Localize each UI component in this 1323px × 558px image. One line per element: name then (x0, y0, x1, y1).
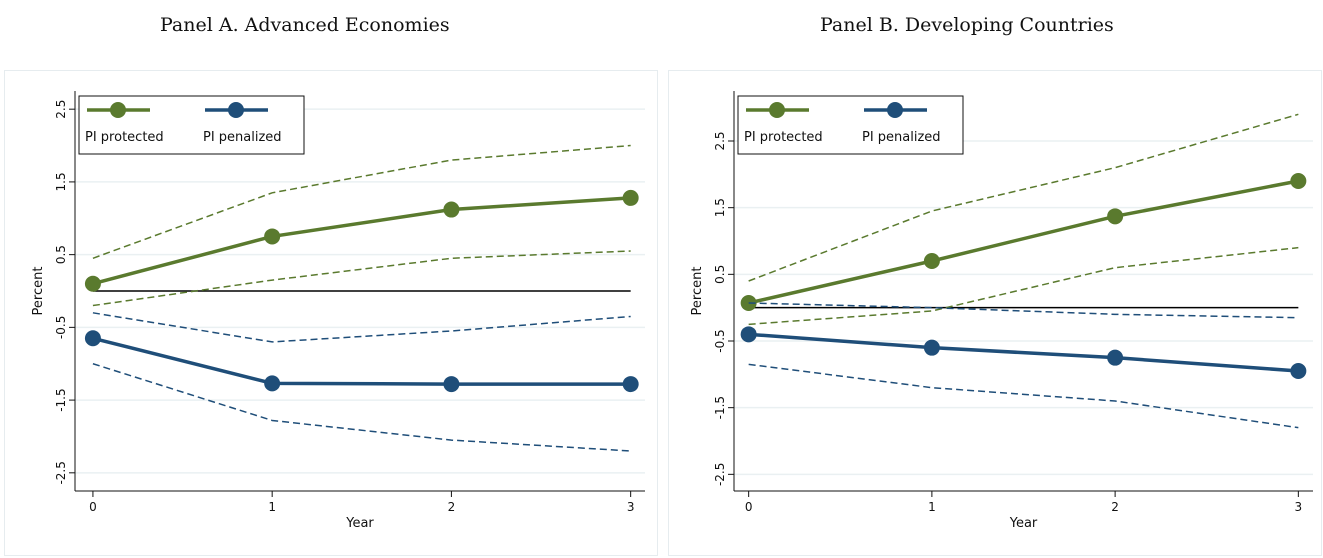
penalized-point (264, 375, 281, 392)
protected-point (622, 189, 639, 206)
y-tick-label: 1.5 (54, 172, 68, 191)
protected-point (1107, 208, 1124, 225)
y-tick-label: 0.5 (713, 265, 727, 284)
y-tick-label: 0.5 (54, 245, 68, 264)
penalized-point (622, 376, 639, 393)
x-tick-label: 0 (745, 500, 753, 514)
y-tick-label: 2.5 (54, 100, 68, 119)
penalized-upper-ci-line (748, 302, 1299, 319)
y-axis-title: Percent (690, 267, 705, 316)
x-tick-label: 3 (1295, 500, 1303, 514)
protected-lower-ci-line (92, 250, 631, 307)
protected-lower-ci-line (748, 246, 1299, 326)
y-tick-label: 1.5 (713, 198, 727, 217)
x-tick-label: 1 (268, 500, 276, 514)
y-tick-label: -1.5 (713, 396, 727, 419)
y-tick-label: -0.5 (713, 329, 727, 352)
penalized-point (740, 326, 757, 343)
protected-series-line (748, 179, 1299, 305)
legend: PI protected PI penalized (78, 95, 305, 155)
protected-point (84, 275, 101, 292)
legend-protected-label: PI protected (85, 130, 164, 145)
legend-penalized-label: PI penalized (862, 130, 941, 145)
panel-b-svg: 2.5 1.5 0.5 -0.5 -1.5 -2.5 0 1 2 3 Year Percent PI p… (690, 91, 1313, 531)
panel-a-chart: 2.5 1.5 0.5 -0.5 -1.5 -2.5 0 1 2 3 Year Percent PI p… (4, 70, 658, 556)
y-tick-label: -2.5 (54, 461, 68, 484)
x-tick-label: 2 (448, 500, 456, 514)
legend-protected-label: PI protected (744, 130, 823, 145)
panel-a-svg: 2.5 1.5 0.5 -0.5 -1.5 -2.5 0 1 2 3 Year Percent PI p… (31, 91, 645, 531)
y-axis-title: Percent (31, 267, 46, 316)
legend-penalized-marker (228, 102, 244, 118)
x-tick-label: 0 (89, 500, 97, 514)
protected-point (923, 253, 940, 269)
legend: PI protected PI penalized (737, 95, 964, 155)
legend-penalized-marker (887, 102, 903, 118)
penalized-point (443, 376, 460, 393)
y-tick-label: -2.5 (713, 463, 727, 486)
penalized-point (923, 339, 940, 356)
y-tick-label: -1.5 (54, 388, 68, 411)
protected-point (1290, 173, 1307, 189)
legend-protected-marker (110, 102, 126, 118)
legend-protected-marker (769, 102, 785, 118)
protected-series-line (92, 196, 631, 286)
penalized-lower-ci-line (748, 363, 1299, 429)
x-axis-title: Year (1009, 516, 1038, 531)
protected-point (264, 228, 281, 245)
panel-a-title: Panel A. Advanced Economies (160, 14, 450, 36)
penalized-point (84, 330, 101, 347)
penalized-series-line (92, 336, 631, 386)
panel-b-chart: 2.5 1.5 0.5 -0.5 -1.5 -2.5 0 1 2 3 Year Percent PI p… (668, 70, 1322, 556)
penalized-lower-ci-line (92, 363, 631, 452)
protected-point (443, 201, 460, 218)
penalized-series-line (748, 332, 1299, 373)
y-tick-label: -0.5 (54, 316, 68, 339)
x-tick-label: 1 (928, 500, 936, 514)
protected-point (740, 295, 757, 311)
x-tick-label: 3 (627, 500, 635, 514)
panel-b-title: Panel B. Developing Countries (820, 14, 1114, 36)
penalized-upper-ci-line (92, 312, 631, 343)
x-tick-label: 2 (1111, 500, 1119, 514)
legend-penalized-label: PI penalized (203, 130, 282, 145)
penalized-point (1107, 349, 1124, 366)
y-tick-label: 2.5 (713, 131, 727, 150)
protected-upper-ci-line (748, 113, 1299, 282)
x-axis-title: Year (345, 516, 374, 531)
penalized-point (1290, 363, 1307, 379)
protected-upper-ci-line (92, 144, 631, 259)
